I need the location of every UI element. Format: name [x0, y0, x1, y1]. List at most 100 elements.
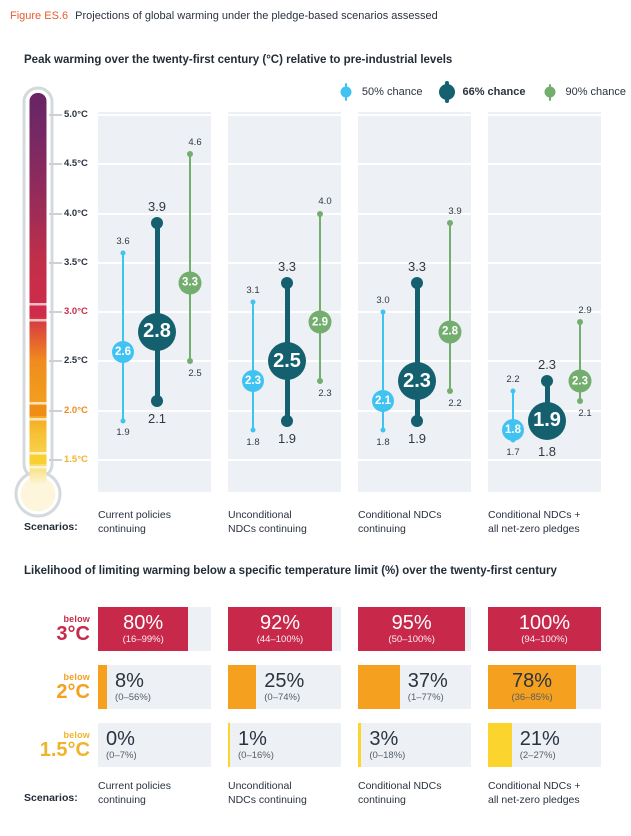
central-estimate-dot: 2.3: [242, 370, 264, 393]
high-value-label: 3.1: [246, 285, 260, 297]
likelihood-range: (50–100%): [388, 634, 435, 645]
axis-tick-label: 1.5°C: [64, 454, 88, 465]
axis-tick-label: 3.0°C: [64, 306, 88, 318]
legend-item-1: 50% chance: [338, 79, 422, 105]
limit-value-text: 3°C: [56, 622, 90, 645]
range-end-dot: [541, 375, 553, 388]
likelihood-fill: [228, 665, 257, 709]
range-end-dot: [187, 151, 193, 158]
range-end-dot: [281, 276, 293, 289]
scenario-column: 2.6 3.6 1.9 2.8 3.9 2.1 3.3 4.6 2.5: [98, 112, 211, 492]
low-value-label: 1.8: [246, 436, 260, 448]
likelihood-percent: 78%: [512, 670, 553, 692]
range-whisker: [382, 312, 384, 431]
high-value-label: 4.6: [188, 136, 202, 148]
legend-item-2: 66% chance: [438, 79, 525, 105]
legend-lollipop-icon: [438, 79, 455, 105]
high-value-label: 3.0: [376, 295, 390, 307]
likelihood-cell: 8% (0–56%): [98, 665, 211, 709]
range-end-dot: [510, 388, 516, 394]
gridline: [358, 163, 471, 166]
likelihood-percent: 3%: [369, 728, 399, 750]
low-value-label: 1.9: [116, 427, 130, 439]
axis-tick: [49, 311, 62, 314]
likelihood-percent: 95%: [391, 612, 432, 634]
likelihood-range: (0–74%): [264, 692, 301, 703]
range-whisker: [154, 223, 160, 401]
legend-lollipop-icon: [541, 79, 558, 105]
range-whisker: [579, 322, 581, 401]
central-estimate-dot: 2.1: [372, 389, 394, 412]
likelihood-fill: [358, 665, 400, 709]
thermometer-fill: [29, 93, 47, 486]
likelihood-range: (1–77%): [407, 692, 444, 703]
high-value-label: 3.9: [147, 199, 167, 215]
figure-caption: Figure ES.6 Projections of global warmin…: [10, 10, 438, 22]
legend-label: 66% chance: [462, 86, 526, 98]
likelihood-title: Likelihood of limiting warming below a s…: [24, 565, 557, 577]
low-value-label: 2.1: [147, 410, 167, 426]
scenario-label: Conditional NDCs continuing: [358, 780, 442, 806]
likelihood-cell-text: 100% (94–100%): [488, 613, 601, 645]
central-estimate-dot: 2.3: [568, 369, 592, 393]
gridline: [488, 261, 601, 264]
limit-row-label: below 2°C: [0, 665, 90, 709]
likelihood-cell: 25% (0–74%): [228, 665, 341, 709]
range-end-dot: [120, 250, 126, 256]
likelihood-percent: 1%: [238, 728, 267, 750]
axis-tick-label: 2.5°C: [64, 355, 88, 367]
scenario-column: 2.1 3.0 1.8 2.3 3.3 1.9 2.8 3.9 2.2: [358, 112, 471, 492]
scenarios-caption: Scenarios:: [24, 792, 78, 804]
range-whisker: [122, 253, 124, 421]
limit-row-label: below 1.5°C: [0, 723, 90, 767]
likelihood-range: (16–99%): [122, 634, 164, 645]
likelihood-cell: 21% (2–27%): [488, 723, 601, 767]
likelihood-range: (0–18%): [369, 750, 406, 761]
central-estimate-dot: 2.6: [112, 340, 134, 363]
chart-legend: 50% chance 66% chance 90% chance: [338, 79, 626, 105]
gridline: [488, 114, 601, 116]
range-end-dot: [577, 397, 583, 404]
thermometer-notches: [29, 303, 47, 469]
central-estimate-dot: 2.3: [398, 362, 436, 401]
range-end-dot: [577, 319, 583, 325]
likelihood-range: (36–85%): [511, 692, 553, 703]
likelihood-percent: 100%: [518, 612, 571, 634]
likelihood-cell-text: 92% (44–100%): [228, 613, 332, 645]
gridline: [488, 459, 601, 461]
range-end-dot: [317, 378, 323, 385]
likelihood-fill: [98, 665, 108, 709]
likelihood-cell: 78% (36–85%): [488, 665, 601, 709]
scenario-label: Current policies continuing: [98, 509, 171, 535]
gridline: [98, 459, 211, 461]
central-estimate-dot: 2.5: [268, 342, 306, 381]
high-value-label: 4.0: [318, 196, 332, 208]
range-end-dot: [120, 418, 126, 424]
range-end-dot: [250, 427, 256, 433]
low-value-label: 1.9: [277, 430, 297, 446]
axis-tick-label: 2.0°C: [64, 404, 88, 416]
likelihood-cell: 37% (1–77%): [358, 665, 471, 709]
likelihood-fill: [358, 723, 362, 767]
likelihood-fill: [488, 723, 512, 767]
scenario-label: Unconditional NDCs continuing: [228, 780, 307, 806]
likelihood-percent: 0%: [106, 728, 135, 750]
range-end-dot: [151, 394, 163, 407]
central-estimate-dot: 1.8: [502, 419, 524, 442]
likelihood-cell: 95% (50–100%): [358, 607, 471, 651]
likelihood-cell: 80% (16–99%): [98, 607, 211, 651]
legend-lollipop-icon: [338, 79, 355, 105]
likelihood-percent: 8%: [115, 670, 144, 692]
likelihood-cell-text: 80% (16–99%): [98, 613, 188, 645]
low-value-label: 1.8: [537, 443, 557, 459]
likelihood-cell-text: 1% (0–16%): [238, 729, 274, 761]
range-whisker: [319, 213, 321, 382]
central-estimate-dot: 3.3: [178, 271, 202, 295]
peak-warming-title: Peak warming over the twenty-first centu…: [24, 54, 453, 66]
range-end-dot: [411, 276, 423, 289]
likelihood-range: (0–7%): [106, 750, 137, 761]
high-value-label: 2.2: [506, 374, 520, 385]
likelihood-cell: 3% (0–18%): [358, 723, 471, 767]
high-value-label: 3.9: [448, 205, 462, 217]
